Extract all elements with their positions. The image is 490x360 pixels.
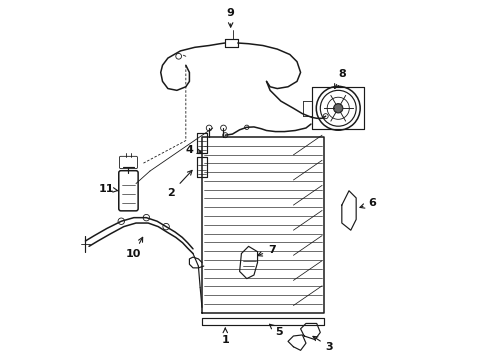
Text: 9: 9 bbox=[227, 8, 235, 27]
Text: 7: 7 bbox=[258, 245, 276, 256]
Text: 4: 4 bbox=[186, 144, 201, 154]
Text: 2: 2 bbox=[168, 170, 192, 198]
Text: 6: 6 bbox=[360, 198, 376, 208]
Text: 3: 3 bbox=[313, 336, 333, 352]
Text: 1: 1 bbox=[221, 328, 229, 345]
Text: 5: 5 bbox=[270, 324, 283, 337]
Text: 8: 8 bbox=[335, 69, 346, 89]
Text: 11: 11 bbox=[99, 184, 118, 194]
Circle shape bbox=[334, 104, 343, 113]
Text: 10: 10 bbox=[126, 237, 143, 258]
